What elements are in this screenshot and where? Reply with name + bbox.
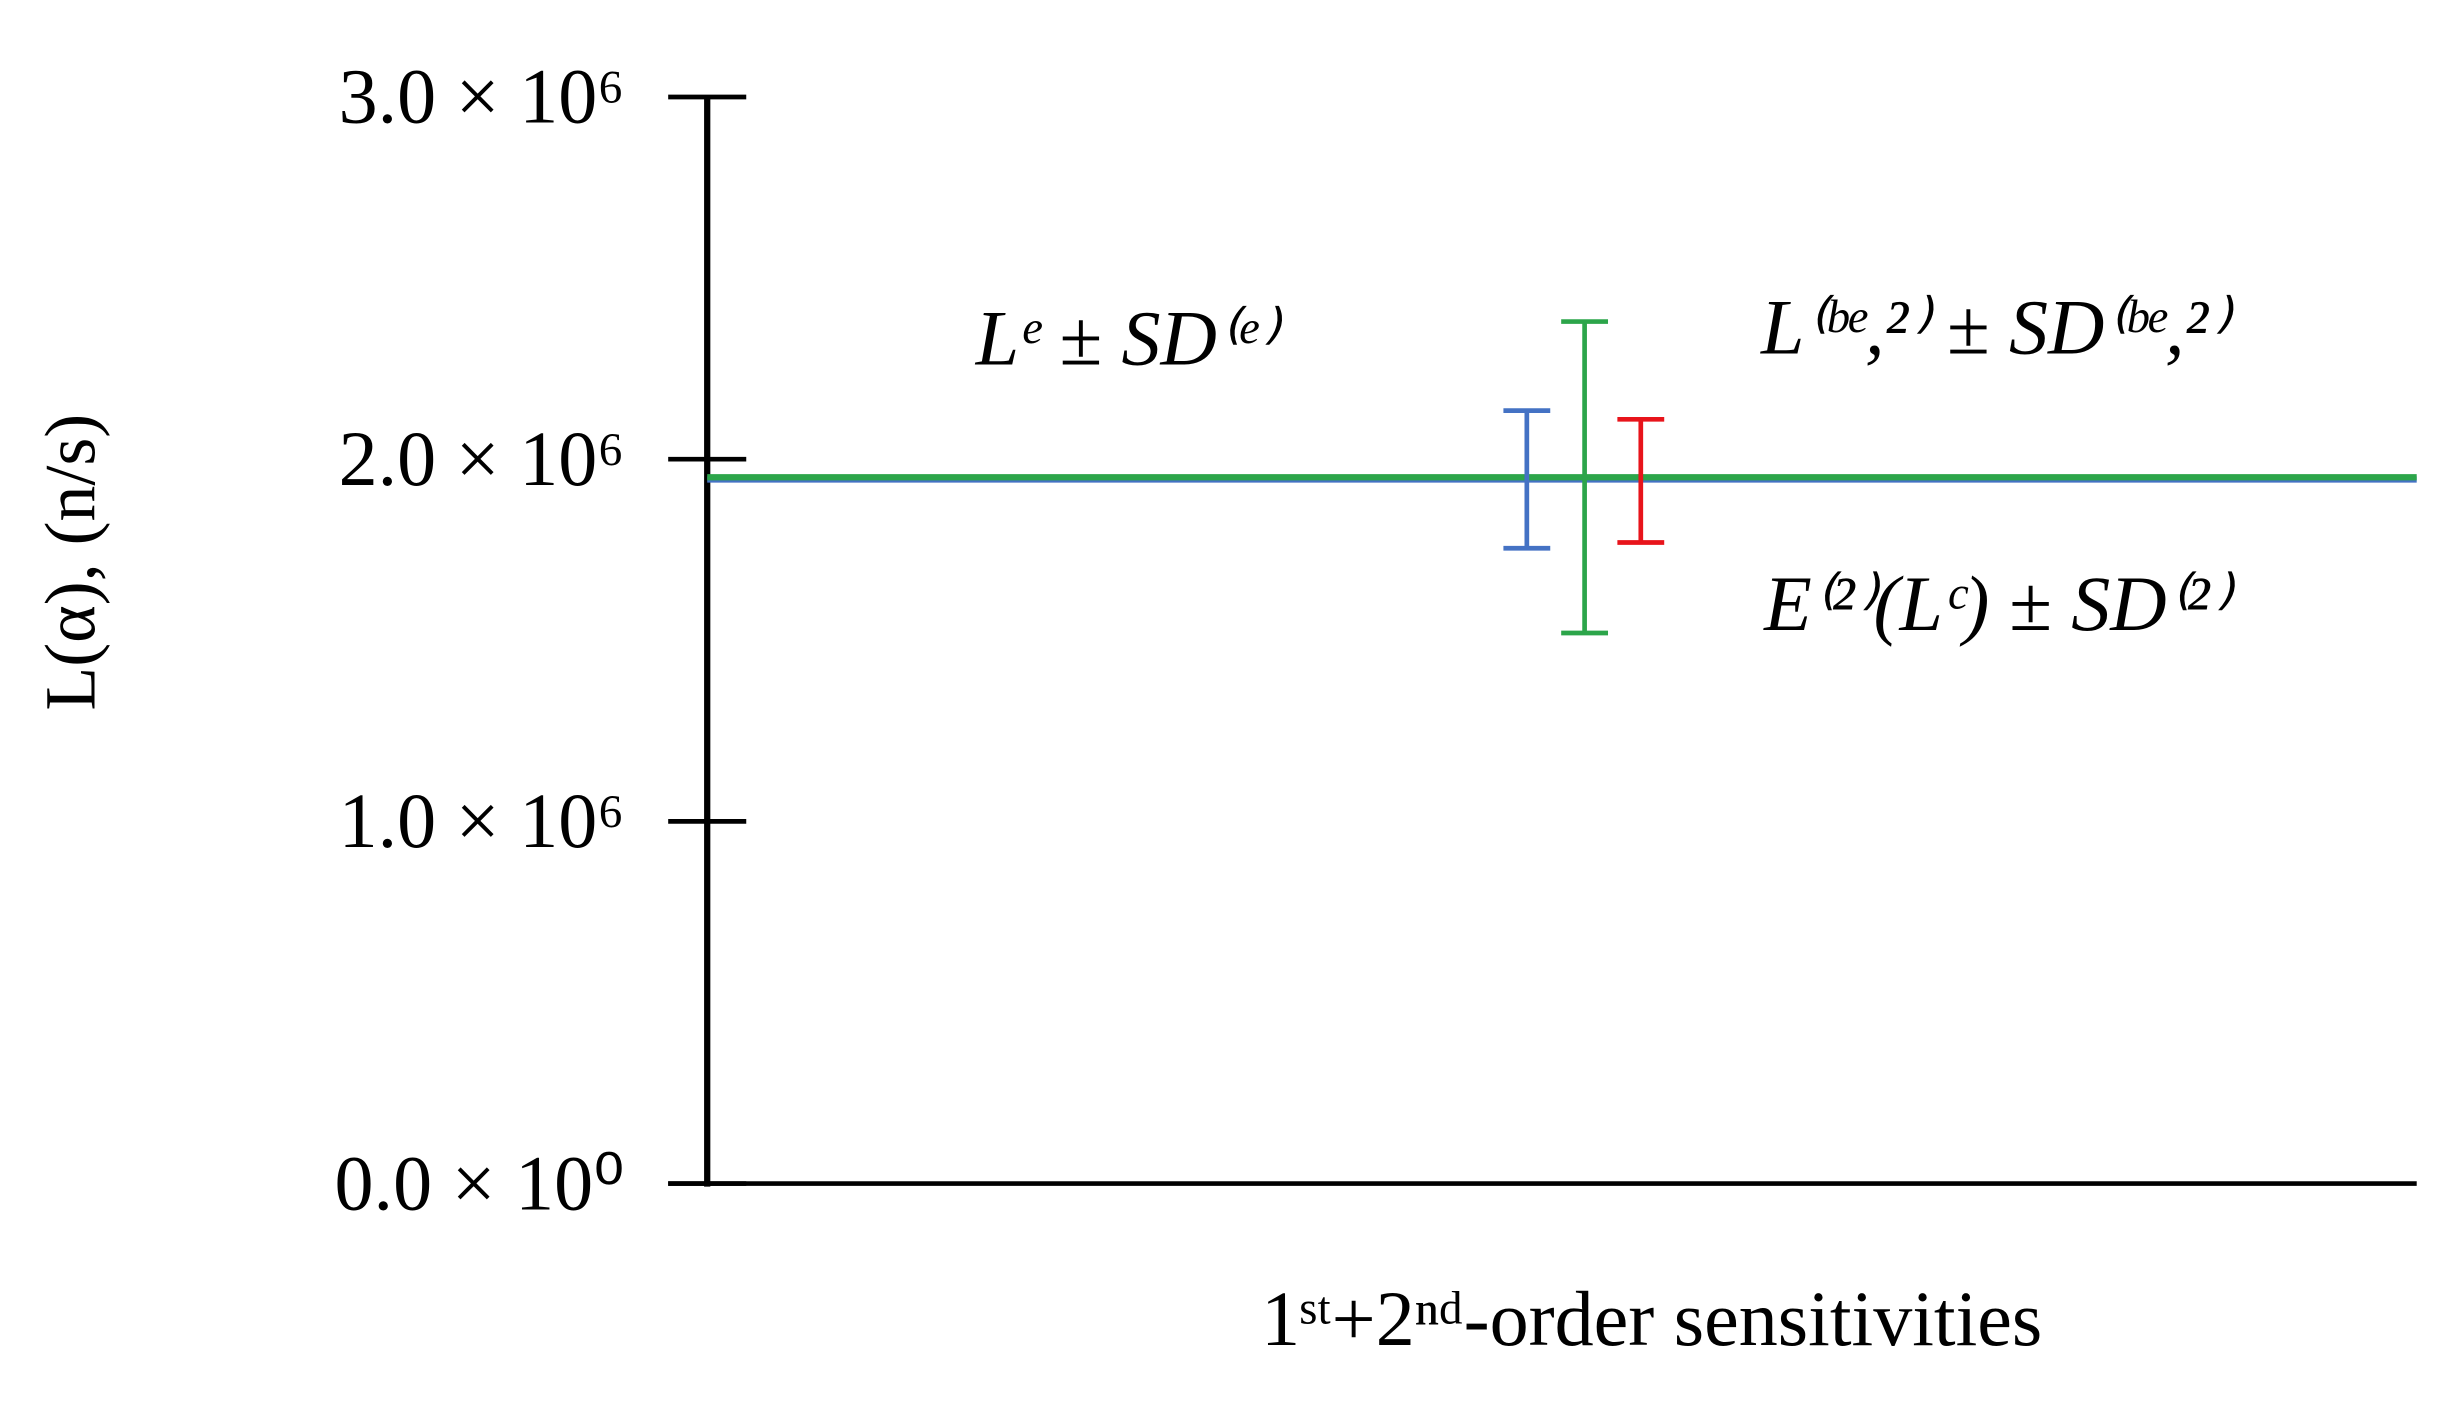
y-tick-label: 3.0 × 10⁶ [339, 53, 625, 140]
y-tick-label: 1.0 × 10⁶ [339, 777, 625, 864]
y-axis-label: L(α), (n/s) [31, 414, 111, 711]
series-label: L⁽ᵇᵉ,²⁾ ± SD⁽ᵇᵉ,²⁾ [1760, 284, 2234, 371]
y-tick-label: 0.0 × 10⁰ [335, 1139, 625, 1226]
series-label: E⁽²⁾(Lᶜ) ± SD⁽²⁾ [1763, 560, 2235, 647]
x-axis-label: 1ˢᵗ+2ⁿᵈ-order sensitivities [1261, 1275, 2042, 1362]
series-label: Lᵉ ± SD⁽ᵉ⁾ [975, 295, 1283, 382]
y-tick-label: 2.0 × 10⁶ [339, 415, 625, 502]
